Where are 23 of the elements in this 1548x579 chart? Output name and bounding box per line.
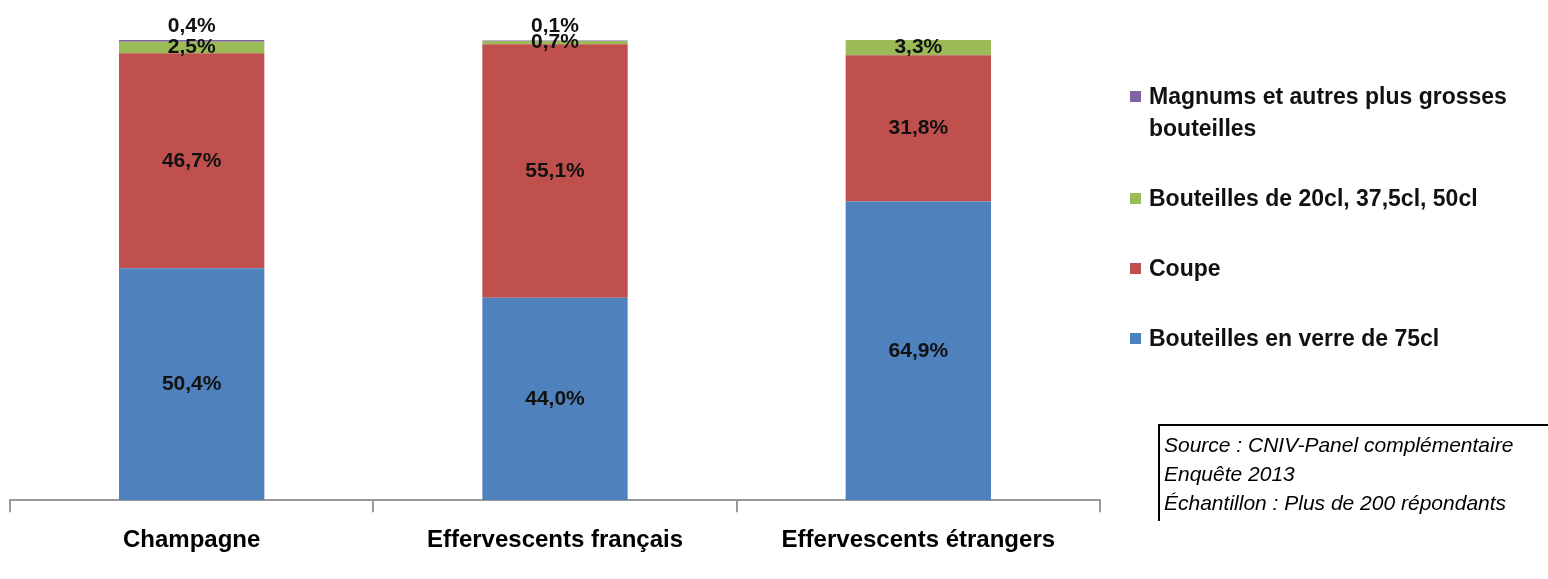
text: Enquête 2013 bbox=[1164, 461, 1296, 487]
bar bbox=[482, 297, 628, 501]
legend-label: Bouteilles de 20cl, 37,5cl, 50cl bbox=[1149, 184, 1478, 213]
data-label: 50,4% bbox=[161, 371, 222, 395]
text: Échantillon : Plus de 200 répondants bbox=[1164, 490, 1508, 516]
x-tick-label: Effervescents français bbox=[426, 525, 684, 553]
data-label: 44,0% bbox=[525, 385, 586, 409]
bar bbox=[845, 201, 991, 501]
x-tick-label: Effervescents étrangers bbox=[781, 525, 1056, 553]
legend-label: Bouteilles en verre de 75cl bbox=[1149, 324, 1440, 353]
data-label: 46,7% bbox=[161, 147, 222, 171]
data-label: 3,3% bbox=[894, 34, 943, 58]
data-label: 31,8% bbox=[888, 115, 949, 139]
legend-label: Magnums et autres plus grosses bouteilles bbox=[1149, 82, 1508, 143]
legend-label: Coupe bbox=[1149, 254, 1221, 283]
data-label: 64,9% bbox=[888, 337, 949, 361]
data-label: 0,4% bbox=[167, 12, 216, 36]
x-tick-label: Champagne bbox=[122, 525, 261, 553]
bar bbox=[119, 268, 265, 501]
bar bbox=[845, 55, 991, 202]
source-note: Source : CNIV-Panel complémentaire bbox=[1164, 432, 1515, 458]
data-label: 2,5% bbox=[167, 34, 216, 58]
data-label: 55,1% bbox=[525, 157, 586, 181]
